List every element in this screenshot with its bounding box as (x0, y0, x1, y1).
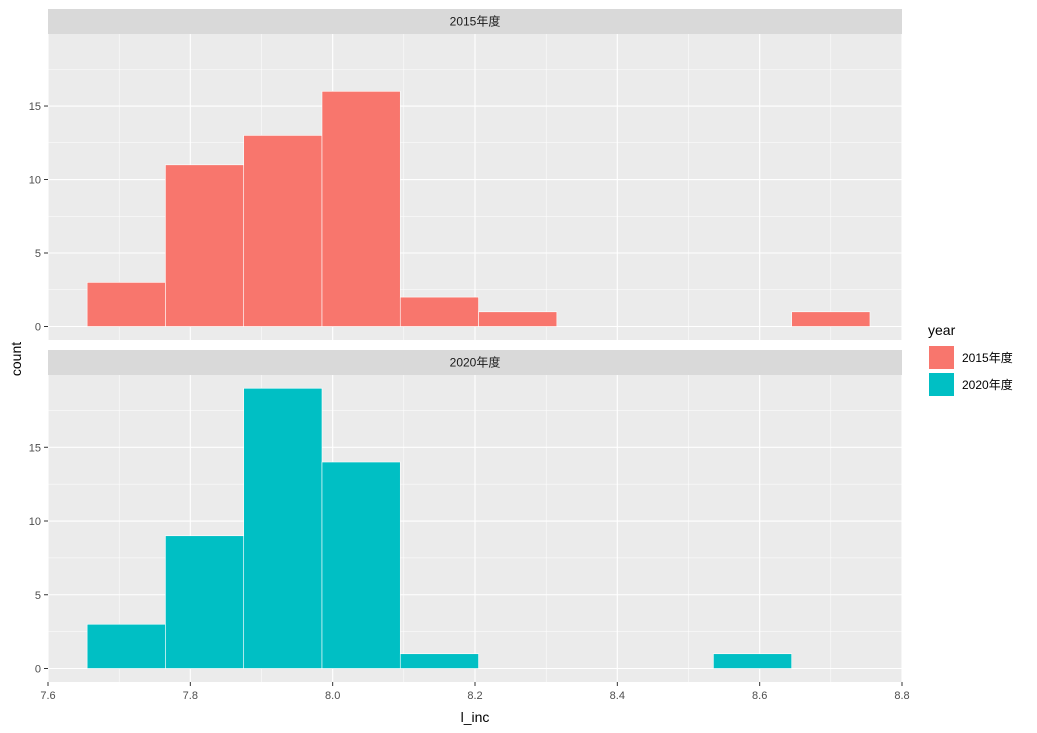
x-tick-label: 8.0 (325, 690, 340, 702)
histogram-bar (243, 135, 323, 327)
histogram-bar (86, 282, 166, 327)
x-tick-label: 8.2 (467, 690, 482, 702)
x-axis: 7.6 7.8 8.0 8.2 8.4 8.6 8.8 (40, 682, 910, 702)
x-axis-title: l_inc (461, 709, 490, 725)
y-tick-label: 10 (29, 175, 41, 187)
facet-strip (48, 9, 902, 34)
histogram-bar (243, 387, 323, 669)
legend-label: 2020年度 (962, 377, 1013, 392)
histogram-bar (321, 91, 401, 327)
legend-title: year (928, 322, 956, 338)
histogram-bar (86, 623, 166, 669)
x-tick-label: 8.4 (610, 690, 625, 702)
legend-key (929, 346, 954, 369)
x-tick-label: 8.6 (752, 690, 767, 702)
histogram-bar (399, 296, 479, 327)
histogram-bar (321, 461, 401, 669)
panel-1: 2020年度 0 5 10 15 (29, 350, 903, 682)
y-tick-label: 0 (35, 322, 41, 334)
histogram-bar (165, 535, 245, 669)
y-tick-label: 5 (35, 590, 41, 602)
histogram-bar (713, 653, 792, 669)
x-tick-label: 7.6 (40, 690, 55, 702)
histogram-bar (791, 311, 871, 327)
facet-strip-label: 2015年度 (450, 14, 501, 29)
y-tick-label: 10 (29, 516, 41, 528)
histogram-bar (399, 653, 479, 669)
histogram-bar (165, 164, 245, 327)
facet-strip-label: 2020年度 (450, 355, 501, 370)
y-tick-label: 5 (35, 248, 41, 260)
y-tick-label: 15 (29, 442, 41, 454)
x-tick-label: 7.8 (183, 690, 198, 702)
y-axis-title: count (8, 342, 24, 376)
facet-strip (48, 350, 902, 375)
legend-label: 2015年度 (962, 350, 1013, 365)
y-tick-label: 15 (29, 101, 41, 113)
y-tick-label: 0 (35, 664, 41, 676)
legend: year 2015年度 2020年度 (928, 322, 1013, 396)
histogram-bar (478, 311, 558, 327)
legend-key (929, 373, 954, 396)
x-tick-label: 8.8 (894, 690, 909, 702)
panel-0: 2015年度 0 5 10 15 (29, 9, 903, 340)
panels-layer: 2015年度 0 5 10 15 2020年度 0 5 10 15 (29, 9, 903, 682)
